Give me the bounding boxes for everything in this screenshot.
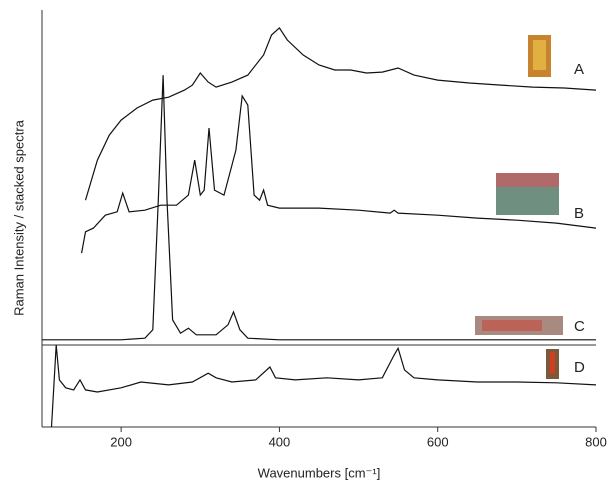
series-label: B [574, 205, 584, 222]
series-label: A [574, 61, 584, 78]
spectrum-line [42, 75, 596, 341]
x-axis-title: Wavenumbers [cm⁻¹] [258, 465, 381, 480]
inset-photo-detail [482, 320, 542, 331]
x-tick-label: 200 [110, 434, 132, 449]
spectrum-line [50, 344, 597, 428]
series-label: C [574, 318, 585, 335]
x-tick-label: 800 [585, 434, 607, 449]
y-axis-title: Raman Intensity / stacked spectra [11, 119, 26, 316]
inset-photo-detail [550, 352, 555, 374]
spectrum-line [81, 94, 597, 254]
x-tick-label: 600 [427, 434, 449, 449]
series-label: D [574, 359, 585, 376]
x-tick-label: 400 [269, 434, 291, 449]
spectrum-line [84, 26, 597, 201]
inset-photo-detail [496, 173, 559, 187]
inset-photo-detail [533, 40, 546, 70]
